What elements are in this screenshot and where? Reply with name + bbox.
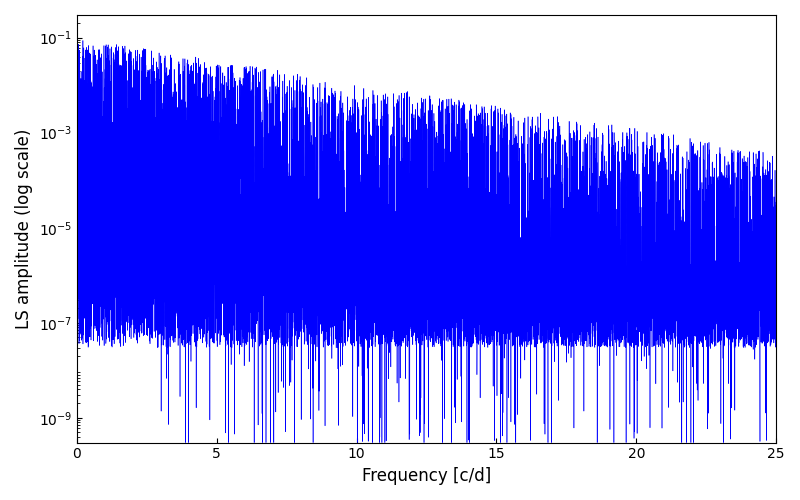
Y-axis label: LS amplitude (log scale): LS amplitude (log scale) — [15, 128, 33, 329]
X-axis label: Frequency [c/d]: Frequency [c/d] — [362, 467, 491, 485]
